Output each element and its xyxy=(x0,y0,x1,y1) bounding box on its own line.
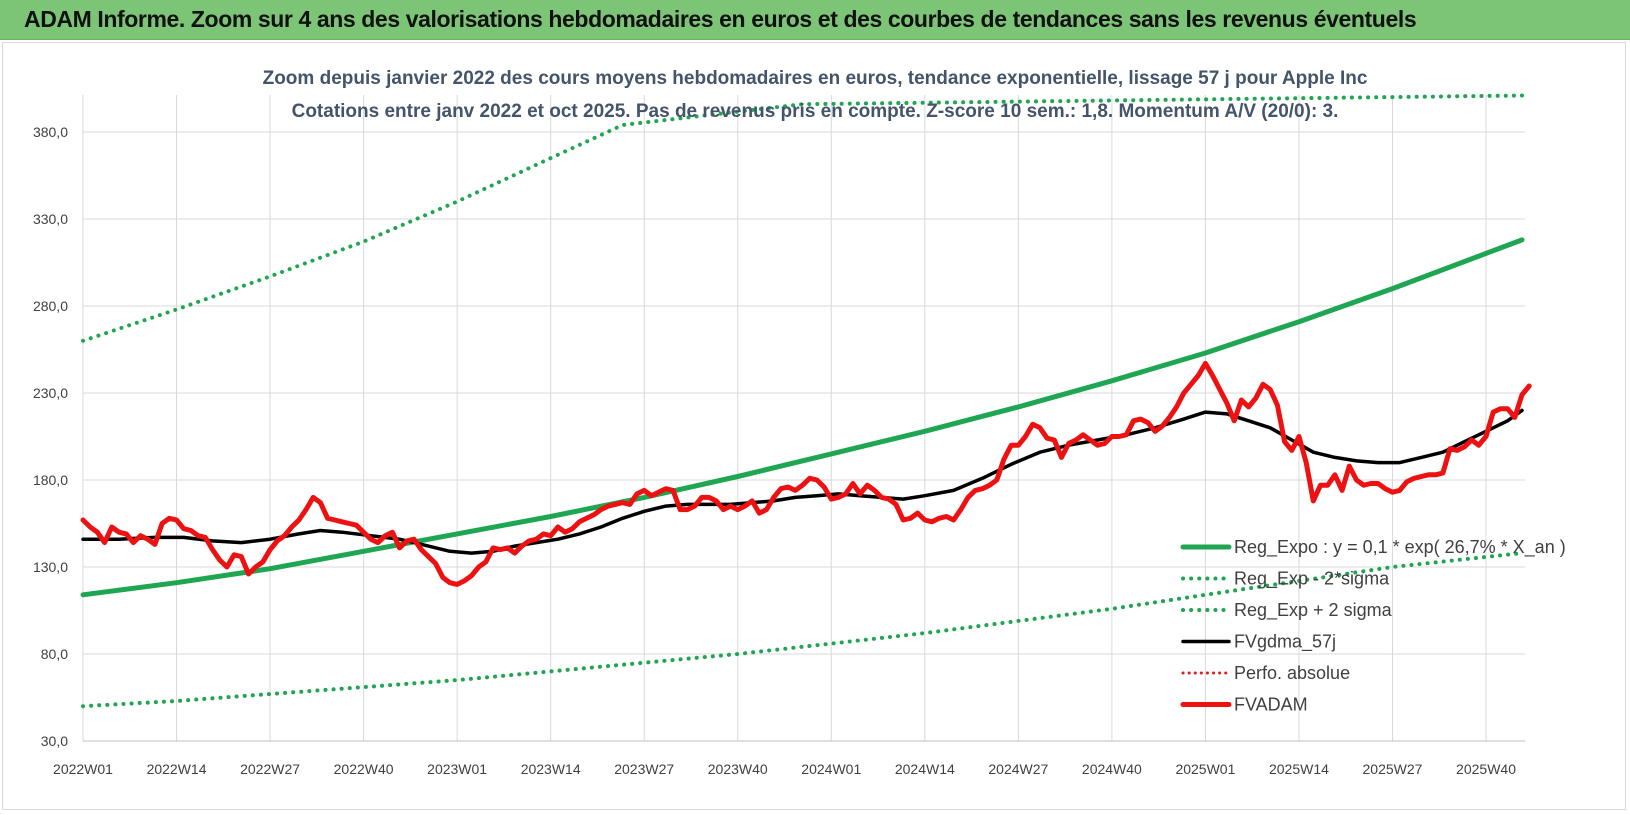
y-tick-label: 330,0 xyxy=(33,211,68,227)
legend-label-reg-high: Reg_Exp + 2 sigma xyxy=(1234,600,1393,621)
x-tick-label: 2025W01 xyxy=(1175,761,1235,777)
series-line-reg-low xyxy=(81,551,1524,709)
x-axis-ticks: 2022W01 2022W14 2022W27 2022W40 2023W01 2023W… xyxy=(53,761,1516,777)
legend-label-reg-expo: Reg_Expo : y = 0,1 * exp( 26,7% * X_an ) xyxy=(1234,537,1566,558)
series-line-reg-high xyxy=(81,93,1524,343)
legend-label-fvgdma: FVgdma_57j xyxy=(1234,632,1336,653)
legend-label-perfo: Perfo. absolue xyxy=(1234,663,1350,683)
y-axis-ticks: 30,0 80,0 130,0 180,0 230,0 280,0 330,0 380,0 xyxy=(33,124,68,749)
series-line-fvadam xyxy=(80,360,1532,587)
chart-title-line-2: Cotations entre janv 2022 et oct 2025. P… xyxy=(292,101,1339,122)
x-tick-label: 2023W27 xyxy=(614,761,674,777)
y-tick-label: 130,0 xyxy=(33,559,68,575)
x-tick-label: 2023W14 xyxy=(521,761,581,777)
y-tick-label: 80,0 xyxy=(41,646,68,662)
x-tick-label: 2024W14 xyxy=(895,761,955,777)
header-title: ADAM Informe. Zoom sur 4 ans des valoris… xyxy=(24,6,1417,32)
legend-label-fvadam: FVADAM xyxy=(1234,695,1308,715)
y-tick-label: 230,0 xyxy=(33,385,68,401)
x-tick-label: 2025W40 xyxy=(1456,761,1516,777)
chart-title-line-1: Zoom depuis janvier 2022 des cours moyen… xyxy=(263,68,1368,89)
y-tick-label: 30,0 xyxy=(41,733,68,749)
x-tick-label: 2023W01 xyxy=(427,761,487,777)
x-tick-label: 2022W27 xyxy=(240,761,300,777)
x-tick-label: 2022W01 xyxy=(53,761,113,777)
legend: Reg_Expo : y = 0,1 * exp( 26,7% * X_an )… xyxy=(1180,537,1566,715)
series-line-reg-expo xyxy=(80,237,1525,598)
y-tick-label: 380,0 xyxy=(33,124,68,140)
x-tick-label: 2022W40 xyxy=(334,761,394,777)
y-tick-label: 180,0 xyxy=(33,472,68,488)
x-tick-label: 2023W40 xyxy=(708,761,768,777)
x-tick-label: 2025W14 xyxy=(1269,761,1329,777)
x-tick-label: 2024W01 xyxy=(801,761,861,777)
legend-label-reg-low: Reg_Exp - 2*sigma xyxy=(1234,569,1390,590)
chart-frame xyxy=(2,42,1626,810)
grid xyxy=(82,95,1525,742)
header-banner: ADAM Informe. Zoom sur 4 ans des valoris… xyxy=(0,0,1630,40)
x-tick-label: 2024W27 xyxy=(988,761,1048,777)
y-tick-label: 280,0 xyxy=(33,298,68,314)
x-tick-label: 2025W27 xyxy=(1363,761,1423,777)
series-lines xyxy=(80,93,1532,709)
series-line-fvgdma xyxy=(81,408,1524,555)
x-tick-label: 2024W40 xyxy=(1082,761,1142,777)
x-tick-label: 2022W14 xyxy=(147,761,207,777)
